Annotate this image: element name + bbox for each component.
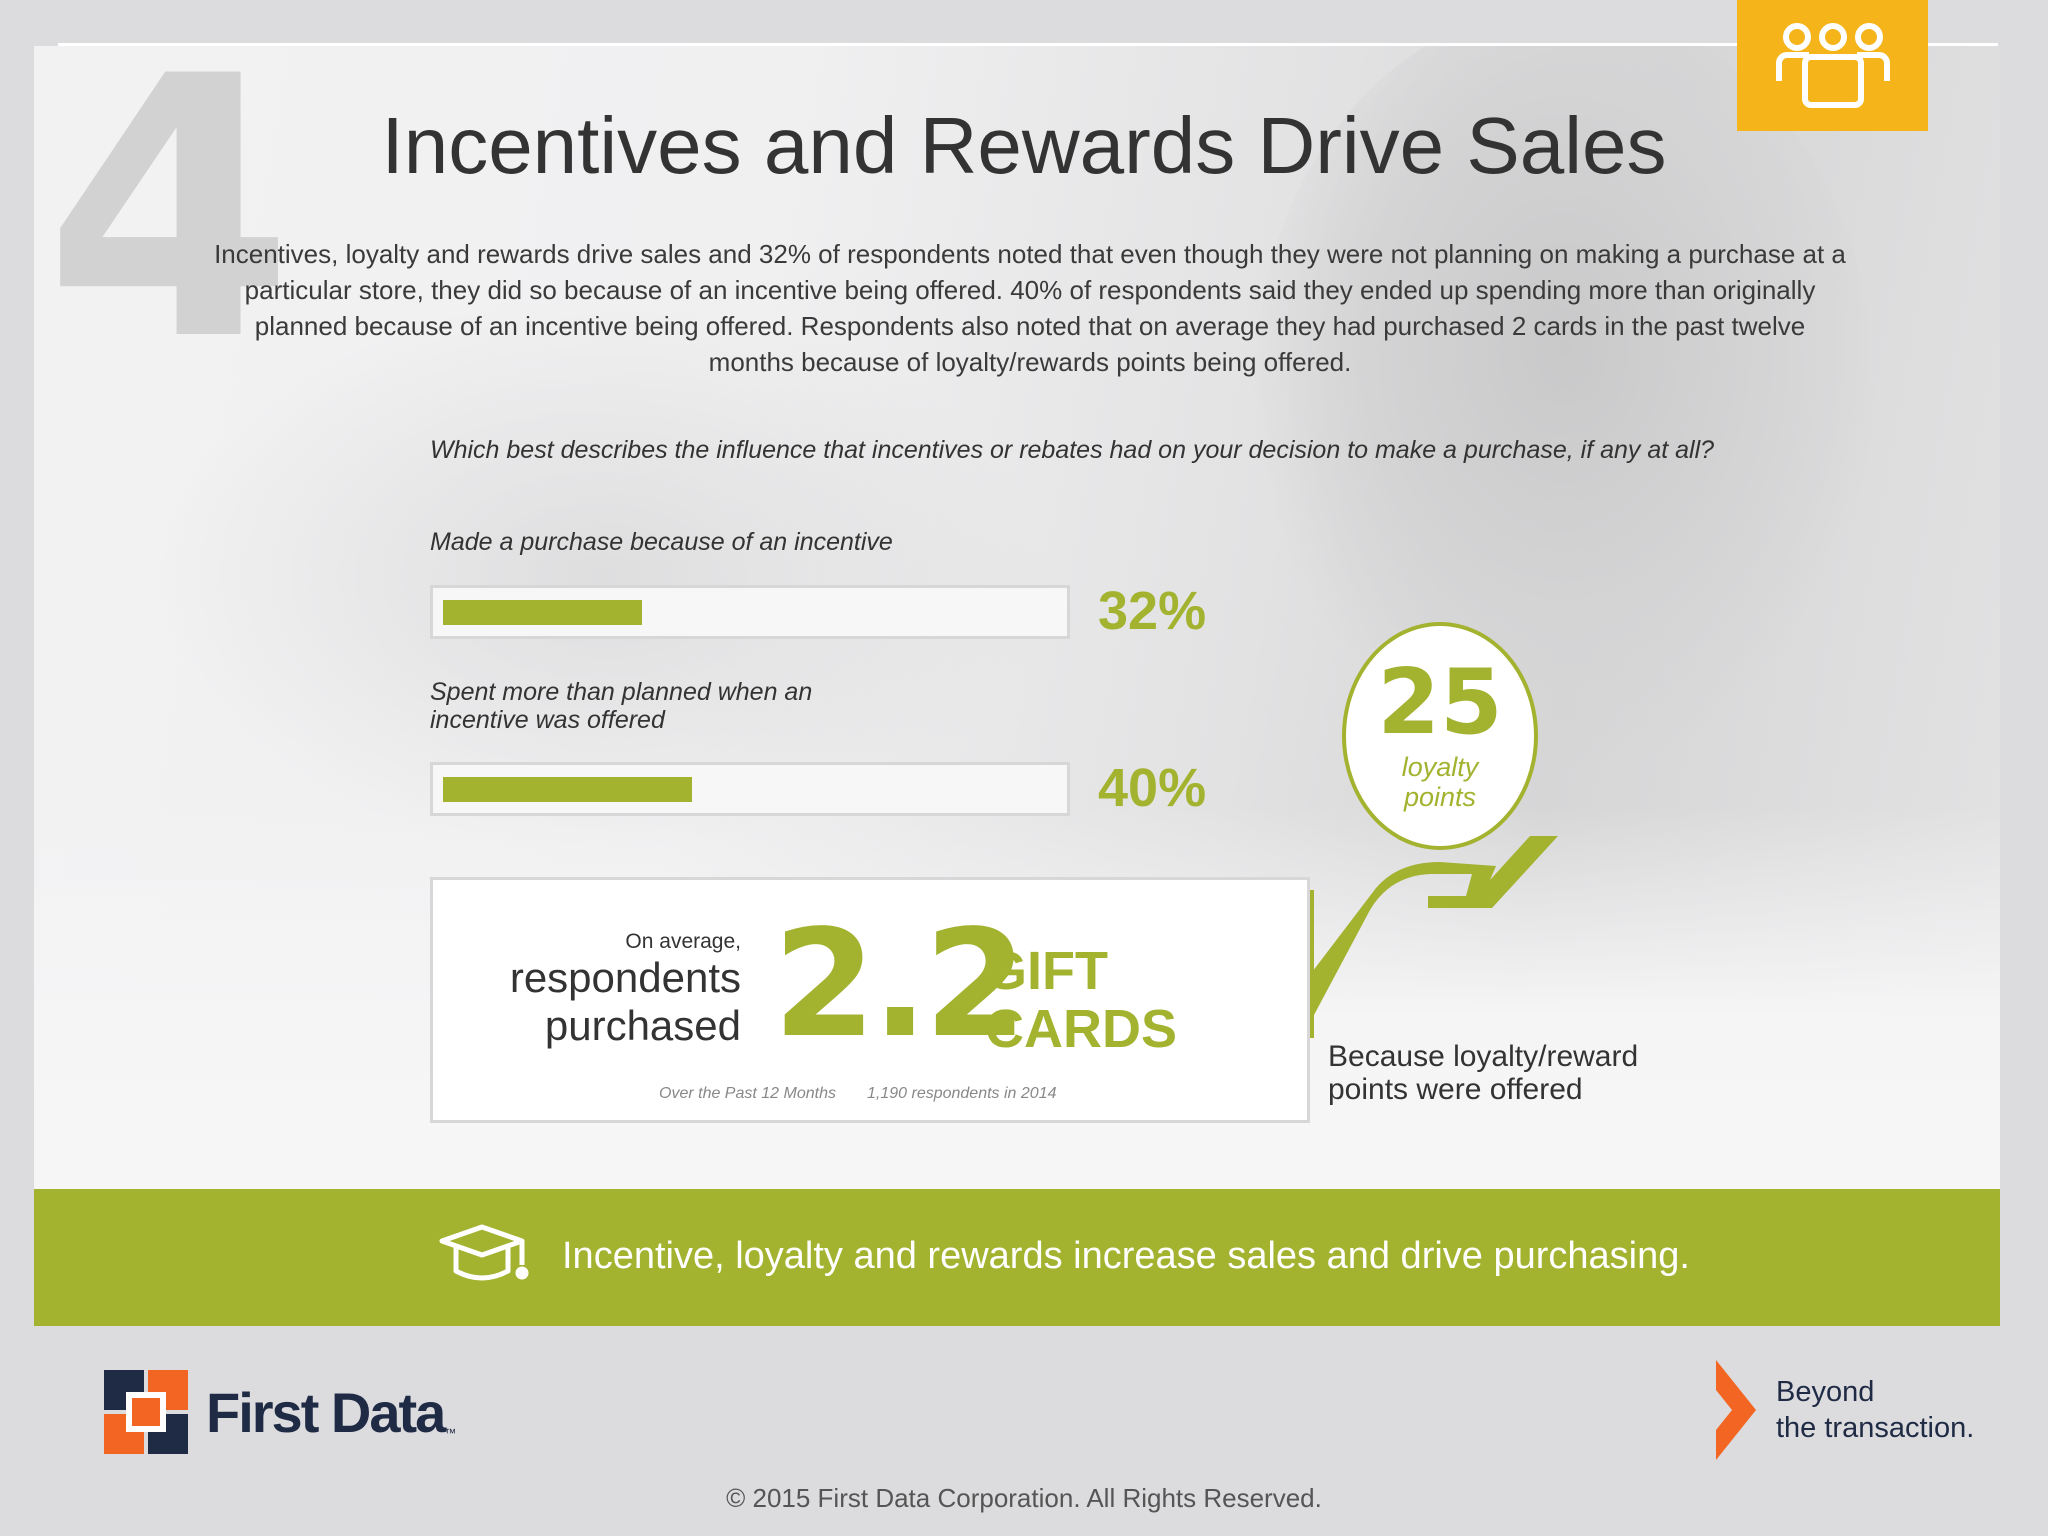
orange-chevron-icon xyxy=(1716,1360,1756,1460)
stat-text-line: respondents xyxy=(509,954,741,1001)
stat-respondents-purchased: respondents purchased xyxy=(510,954,741,1050)
stat-unit-line: CARDS xyxy=(985,999,1178,1059)
bar-track-spent-more xyxy=(430,762,1070,816)
bar-fill-spent-more xyxy=(443,777,692,802)
bar-label-line: Spent more than planned when an xyxy=(430,678,813,706)
tagline-block: Beyond the transaction. xyxy=(1716,1360,1974,1460)
loyalty-points-circle: 25 loyalty points xyxy=(1342,622,1538,850)
bar-label-line: Made a purchase because of an incentive xyxy=(430,528,893,556)
loyalty-points-label: loyalty points xyxy=(1346,752,1534,812)
tagline-line: Beyond xyxy=(1776,1376,1875,1408)
loyalty-label-line: points xyxy=(1403,782,1477,812)
tagline-text: Beyond the transaction. xyxy=(1776,1374,1974,1446)
stat-footnote-respondents: 1,190 respondents in 2014 xyxy=(867,1085,1057,1102)
copyright-notice: © 2015 First Data Corporation. All Right… xyxy=(726,1483,1322,1513)
stat-value: 2.2 xyxy=(773,898,1027,1070)
gift-card-stat-box: On average, respondents purchased 2.2 GI… xyxy=(430,877,1310,1123)
first-data-logo-text: First Data xyxy=(206,1380,446,1444)
loyalty-caption: Because loyalty/reward points were offer… xyxy=(1328,1040,1638,1106)
bar-value-purchase: 32% xyxy=(1098,581,1207,641)
first-data-logo-mark xyxy=(104,1370,188,1454)
graduation-cap-icon xyxy=(439,1224,529,1281)
bar-track-purchase xyxy=(430,585,1070,639)
top-divider-line xyxy=(58,43,1998,46)
stat-unit: GIFT CARDS xyxy=(985,942,1177,1058)
loyalty-caption-line: points were offered xyxy=(1328,1073,1583,1106)
takeaway-banner: Incentive, loyalty and rewards increase … xyxy=(34,1189,2000,1326)
bar-value-spent-more: 40% xyxy=(1098,758,1207,818)
people-group-icon xyxy=(1775,22,1890,108)
stat-footnote-period: Over the Past 12 Months xyxy=(659,1085,836,1102)
intro-paragraph: Incentives, loyalty and rewards drive sa… xyxy=(214,239,1846,377)
bar-label-line: incentive was offered xyxy=(430,706,665,734)
background-photo-head xyxy=(1254,46,1874,766)
stat-text-line: purchased xyxy=(544,1002,741,1049)
survey-question: Which best describes the influence that … xyxy=(430,436,1715,464)
takeaway-message: Incentive, loyalty and rewards increase … xyxy=(562,1235,1690,1277)
tagline-line: the transaction. xyxy=(1776,1412,1975,1444)
icon-tab xyxy=(1737,0,1928,131)
trademark-mark: ™ xyxy=(444,1426,457,1440)
bar-label-spent-more: Spent more than planned when an incentiv… xyxy=(430,678,812,734)
stat-unit-line: GIFT xyxy=(985,941,1108,1001)
section-number: 4 xyxy=(44,0,295,419)
loyalty-points-number: 25 xyxy=(1377,650,1503,755)
bar-fill-purchase xyxy=(443,600,642,625)
loyalty-caption-line: Because loyalty/reward xyxy=(1328,1040,1639,1073)
stat-on-average: On average, xyxy=(625,930,741,953)
loyalty-label-line: loyalty xyxy=(1401,752,1479,782)
page-title: Incentives and Rewards Drive Sales xyxy=(381,101,1667,190)
open-hand-icon xyxy=(1306,836,1558,1038)
bar-label-purchase: Made a purchase because of an incentive xyxy=(430,528,893,556)
first-data-logo: First Data ™ xyxy=(104,1370,456,1454)
